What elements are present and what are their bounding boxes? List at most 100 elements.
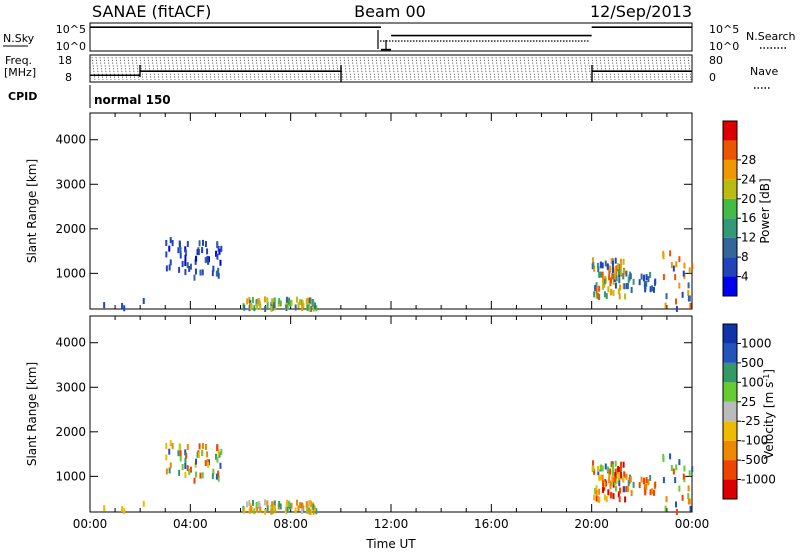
echo-point <box>606 263 609 270</box>
echo-point <box>604 260 607 267</box>
echo-point <box>246 298 249 305</box>
nave-hatch-line <box>643 56 648 81</box>
echo-point <box>678 256 681 263</box>
nave-hatch-line <box>91 56 96 81</box>
echo-point <box>178 469 181 476</box>
colorbar-tick-label: 100 <box>741 375 764 389</box>
echo-point <box>614 282 617 289</box>
y-tick-label: 2000 <box>55 425 86 439</box>
echo-point <box>610 480 613 487</box>
echo-point <box>165 468 168 475</box>
nave-hatch-line <box>379 56 384 81</box>
nave-hatch-line <box>215 56 220 81</box>
nave-hatch-line <box>99 56 104 81</box>
velocity-colorbar-label-close: ] <box>762 369 776 374</box>
echo-point <box>168 245 171 252</box>
echo-point <box>618 268 621 275</box>
echo-point <box>121 505 124 512</box>
echo-point <box>672 265 675 272</box>
echo-point <box>618 480 621 487</box>
nave-hatch-line <box>343 56 348 81</box>
echo-point <box>250 505 253 512</box>
nave-hatch-line <box>347 56 352 81</box>
echo-point <box>654 278 657 285</box>
echo-point <box>623 486 626 493</box>
nave-hatch-line <box>631 56 636 81</box>
nave-hatch-line <box>399 56 404 81</box>
echo-point <box>592 460 595 467</box>
echo-point <box>595 287 598 294</box>
echo-point <box>607 286 610 293</box>
echo-point <box>217 470 220 477</box>
nave-hatch-line <box>527 56 532 81</box>
echo-point <box>204 444 207 451</box>
echo-point <box>215 453 218 460</box>
echo-point <box>251 499 254 506</box>
echo-point <box>614 485 617 492</box>
echo-point <box>184 259 187 266</box>
nave-hatch-line <box>507 56 512 81</box>
nave-hatch-line <box>583 56 588 81</box>
y-tick-label: 1000 <box>55 469 86 483</box>
echo-point <box>299 502 302 509</box>
echo-point <box>270 508 273 515</box>
echo-point <box>640 476 643 483</box>
nave-hatch-line <box>607 56 612 81</box>
colorbar-frame <box>722 323 738 500</box>
nave-hatch-line <box>211 56 216 81</box>
echo-point <box>669 453 672 460</box>
nave-hatch-line <box>147 56 152 81</box>
colorbar-tick-label: -25 <box>741 414 761 428</box>
echo-point <box>608 477 611 484</box>
colorbar-swatch <box>723 421 737 441</box>
echo-point <box>301 300 304 307</box>
x-tick-label: 04:00 <box>173 517 208 531</box>
x-tick-label: 20:00 <box>574 517 609 531</box>
nave-hatch-line <box>683 56 688 81</box>
echo-point <box>103 302 106 309</box>
echo-point <box>675 261 678 268</box>
echo-point <box>123 305 126 312</box>
velocity-colorbar-label-exponent: -1 <box>762 374 771 382</box>
echo-point <box>201 472 204 479</box>
nave-hatch-line <box>115 56 120 81</box>
echo-point <box>664 505 667 512</box>
echo-point <box>601 262 604 269</box>
freq-unit-label: [MHz] <box>4 66 36 79</box>
echo-point <box>595 292 598 299</box>
echo-point <box>285 305 288 312</box>
nave-hatch-line <box>383 56 388 81</box>
nave-hatch-line <box>579 56 584 81</box>
nave-hatch-line <box>359 56 364 81</box>
echo-point <box>315 508 318 515</box>
echo-point <box>296 499 299 506</box>
nave-hatch-line <box>627 56 632 81</box>
echo-point <box>186 465 189 472</box>
nave-hatch-line <box>423 56 428 81</box>
echo-point <box>185 249 188 256</box>
echo-point <box>683 262 686 269</box>
echo-point <box>632 481 635 488</box>
echo-point <box>207 258 210 265</box>
echo-point <box>308 508 311 515</box>
echo-point <box>595 495 598 502</box>
nave-hatch-line <box>655 56 660 81</box>
echo-point <box>629 273 632 280</box>
y-tick-label: 1000 <box>55 266 86 280</box>
nave-hatch-line <box>551 56 556 81</box>
colorbar-tick-label: 20 <box>741 192 756 206</box>
echo-point <box>184 269 187 276</box>
echo-point <box>645 477 648 484</box>
colorbar-swatch <box>723 159 737 180</box>
echo-point <box>614 265 617 272</box>
nave-hatch-line <box>651 56 656 81</box>
echo-point <box>642 478 645 485</box>
echo-point <box>270 301 273 308</box>
echo-point <box>614 468 617 475</box>
nave-hatch-line <box>535 56 540 81</box>
echo-point <box>629 476 632 483</box>
echo-point <box>644 489 647 496</box>
echo-point <box>601 465 604 472</box>
freq-panel: Freq. [MHz] 18 8 80 0 Nave <box>4 54 778 89</box>
echo-point <box>201 442 204 449</box>
